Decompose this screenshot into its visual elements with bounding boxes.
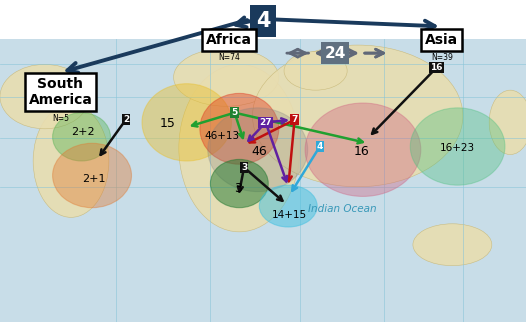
Text: 27: 27 bbox=[259, 118, 272, 127]
Ellipse shape bbox=[208, 108, 308, 192]
Text: 2: 2 bbox=[123, 115, 129, 124]
Text: 4: 4 bbox=[317, 142, 323, 151]
Ellipse shape bbox=[210, 159, 268, 208]
Text: 4: 4 bbox=[256, 11, 270, 31]
Ellipse shape bbox=[200, 93, 279, 164]
Text: 46+13: 46+13 bbox=[205, 131, 239, 141]
Text: 3: 3 bbox=[234, 182, 241, 195]
Text: N=39: N=39 bbox=[431, 53, 453, 62]
Ellipse shape bbox=[489, 90, 526, 155]
Text: 15: 15 bbox=[159, 117, 175, 129]
Text: South
America: South America bbox=[28, 77, 93, 107]
Text: 16: 16 bbox=[354, 145, 370, 158]
Ellipse shape bbox=[142, 84, 231, 161]
Text: N=74: N=74 bbox=[218, 53, 240, 62]
Text: 14+15: 14+15 bbox=[272, 210, 307, 220]
Text: 5: 5 bbox=[231, 108, 238, 117]
Text: N=5: N=5 bbox=[52, 114, 69, 123]
Text: Africa: Africa bbox=[206, 33, 252, 47]
Ellipse shape bbox=[259, 185, 317, 227]
Text: 24: 24 bbox=[325, 46, 346, 61]
Text: Asia: Asia bbox=[426, 33, 458, 47]
Bar bbox=[0, 39, 526, 322]
Ellipse shape bbox=[252, 45, 463, 187]
Ellipse shape bbox=[179, 64, 300, 232]
Ellipse shape bbox=[284, 52, 347, 90]
Text: 16+23: 16+23 bbox=[440, 143, 475, 153]
Text: 7: 7 bbox=[291, 115, 298, 124]
Ellipse shape bbox=[53, 143, 132, 208]
Ellipse shape bbox=[410, 108, 505, 185]
Text: 16: 16 bbox=[430, 63, 443, 72]
Bar bbox=[0, 0, 526, 39]
Text: Indian Ocean: Indian Ocean bbox=[308, 204, 376, 214]
Ellipse shape bbox=[305, 103, 421, 196]
Text: 3: 3 bbox=[241, 163, 247, 172]
Text: 2+1: 2+1 bbox=[82, 174, 105, 184]
Ellipse shape bbox=[53, 113, 110, 161]
Ellipse shape bbox=[413, 224, 492, 266]
Ellipse shape bbox=[0, 64, 89, 129]
Ellipse shape bbox=[174, 48, 279, 106]
Text: 46: 46 bbox=[251, 145, 267, 158]
Text: 2+2: 2+2 bbox=[72, 127, 95, 137]
Ellipse shape bbox=[33, 105, 109, 217]
